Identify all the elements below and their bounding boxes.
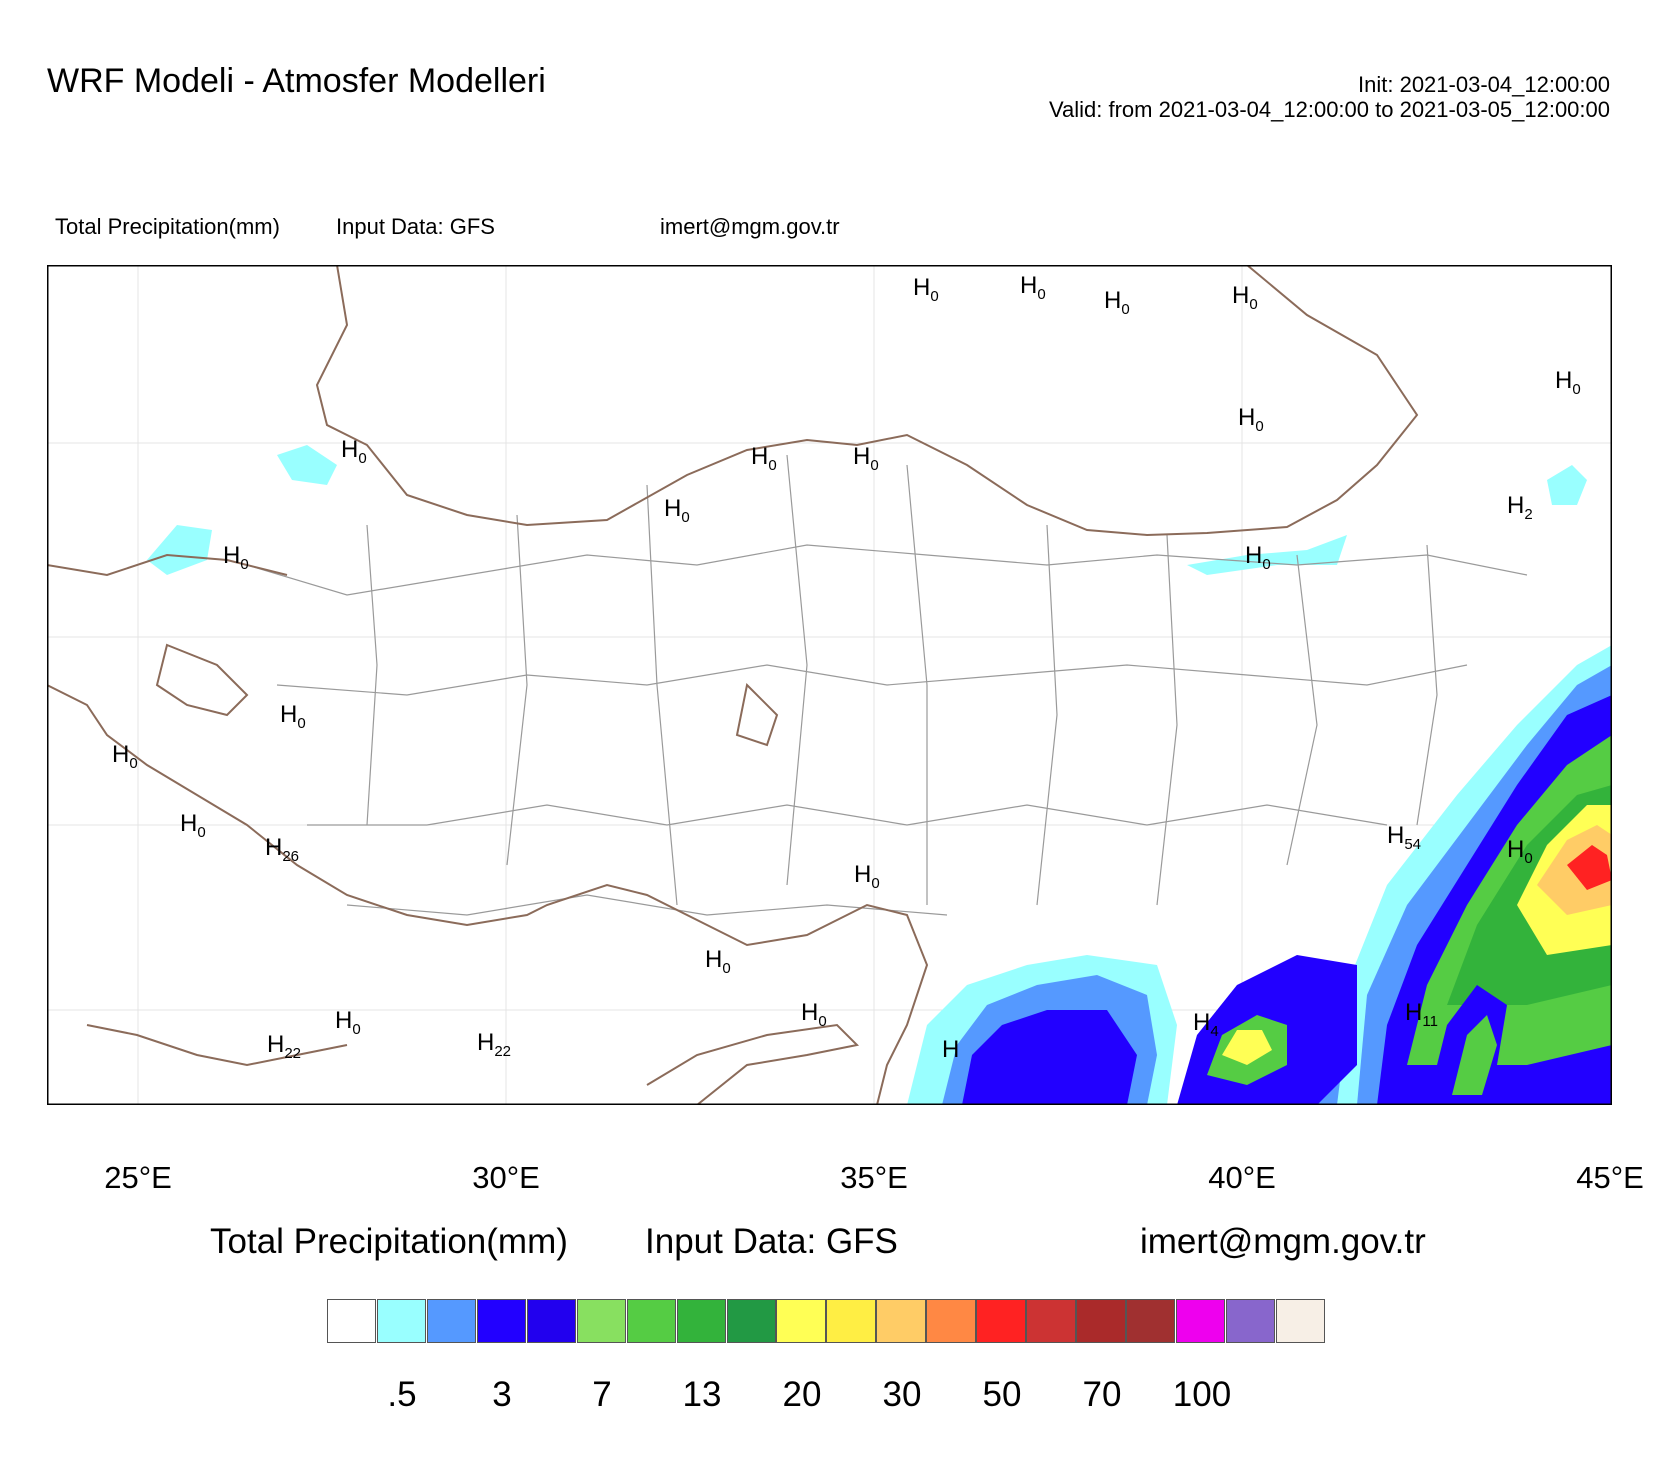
colorbar-cell: [876, 1299, 926, 1343]
precipitation-field: [147, 445, 1612, 1105]
high-marker: H0: [1104, 287, 1130, 318]
colorbar-cell: [976, 1299, 1026, 1343]
high-marker: H0: [801, 999, 827, 1030]
colorbar-cell: [1175, 1299, 1226, 1343]
colorbar-label: 50: [982, 1375, 1022, 1414]
high-marker: H0: [341, 436, 367, 467]
colorbar-cell: [1026, 1299, 1076, 1343]
high-marker: H0: [280, 701, 306, 732]
map-canvas: H0 H0 H0 H0 H0 H0 H0 H0 H0 H0 H0 H2 H0 H0 H0 H0 H26 H54 H0…: [47, 265, 1612, 1105]
coastline: [47, 265, 1419, 1105]
legend-title: Total Precipitation(mm): [210, 1222, 568, 1261]
colorbar-cell: [1076, 1299, 1126, 1343]
high-marker: H0: [1245, 542, 1271, 573]
high-marker: H54: [1387, 822, 1421, 853]
high-marker: H0: [180, 810, 206, 841]
colorbar-label: 100: [1172, 1375, 1232, 1414]
high-marker: H0: [853, 443, 879, 474]
page-title: WRF Modeli - Atmosfer Modelleri: [47, 62, 546, 100]
high-marker: H26: [265, 834, 299, 865]
high-marker: H0: [1555, 367, 1581, 398]
colorbar-cell: [726, 1299, 776, 1343]
lon-label-30: 30°E: [472, 1160, 540, 1195]
colorbar-cell: [526, 1299, 577, 1343]
province-borders: [246, 454, 1528, 916]
lon-label-25: 25°E: [104, 1160, 172, 1195]
colorbar-cell: [426, 1299, 477, 1343]
colorbar-cell: [676, 1299, 726, 1343]
valid-range: Valid: from 2021-03-04_12:00:00 to 2021-…: [1048, 97, 1610, 122]
input-label: Input Data: GFS: [336, 214, 495, 239]
high-marker: H0: [223, 542, 249, 573]
contact-label: imert@mgm.gov.tr: [660, 214, 840, 239]
high-marker: H11: [1405, 999, 1438, 1030]
high-marker: H0: [112, 741, 138, 772]
legend-input: Input Data: GFS: [645, 1222, 898, 1261]
colorbar-cell: [1225, 1299, 1276, 1343]
field-label: Total Precipitation(mm): [55, 214, 280, 239]
colorbar-label: 30: [882, 1375, 922, 1414]
high-marker: H22: [477, 1029, 511, 1060]
colorbar-label: 13: [682, 1375, 722, 1414]
colorbar-cell: [1126, 1299, 1176, 1343]
high-marker: H0: [664, 495, 690, 526]
high-marker: H0: [1020, 272, 1046, 303]
legend-contact: imert@mgm.gov.tr: [1140, 1222, 1426, 1261]
high-marker: H0: [335, 1007, 361, 1038]
high-markers: H0 H0 H0 H0 H0 H0 H0 H0 H0 H0 H0 H2 H0 H0 H0 H0 H26 H54 H0…: [112, 272, 1581, 1063]
init-time: Init: 2021-03-04_12:00:00: [1358, 72, 1610, 97]
graticule: [47, 265, 1612, 1105]
high-marker: H0: [1238, 404, 1264, 435]
high-marker: H22: [267, 1031, 301, 1062]
colorbar-cell: [626, 1299, 677, 1343]
colorbar-cell: [376, 1299, 427, 1343]
colorbar-cell: [926, 1299, 976, 1343]
high-marker: H0: [1232, 282, 1258, 313]
colorbar-label: 3: [492, 1375, 512, 1414]
high-marker: H0: [1507, 836, 1533, 867]
map-border: [47, 265, 1612, 1105]
colorbar-label: 7: [592, 1375, 612, 1414]
colorbar-cell: [776, 1299, 826, 1343]
colorbar-label: .5: [387, 1375, 417, 1414]
colorbar-cell: [576, 1299, 627, 1343]
high-marker: H: [942, 1036, 959, 1063]
colorbar: [327, 1299, 1326, 1343]
colorbar-label: 20: [782, 1375, 822, 1414]
high-marker: H4: [1193, 1009, 1219, 1040]
high-marker: H0: [751, 443, 777, 474]
lon-label-35: 35°E: [840, 1160, 908, 1195]
lon-label-45: 45°E: [1576, 1160, 1644, 1195]
colorbar-cell: [826, 1299, 876, 1343]
colorbar-cell: [327, 1299, 377, 1343]
precipitation-map: H0 H0 H0 H0 H0 H0 H0 H0 H0 H0 H0 H2 H0 H0 H0 H0 H26 H54 H0…: [47, 265, 1612, 1105]
high-marker: H0: [913, 274, 939, 305]
high-marker: H0: [705, 946, 731, 977]
high-marker: H0: [854, 861, 880, 892]
colorbar-cell: [476, 1299, 527, 1343]
colorbar-label: 70: [1082, 1375, 1122, 1414]
high-marker: H2: [1507, 492, 1533, 523]
lon-label-40: 40°E: [1208, 1160, 1276, 1195]
colorbar-cell: [1275, 1299, 1326, 1343]
